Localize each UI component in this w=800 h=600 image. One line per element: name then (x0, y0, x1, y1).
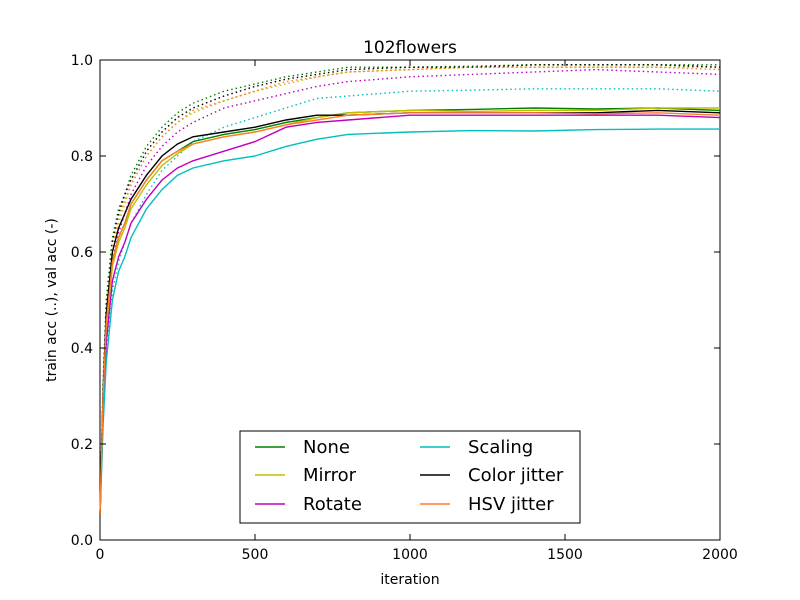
val-line-rotate (99, 114, 721, 517)
y-axis-label: train acc (..), val acc (-) (44, 218, 60, 382)
train-line-none (99, 64, 720, 517)
series-layer (99, 64, 721, 517)
x-tick-label: 1000 (392, 547, 428, 563)
y-tick-label: 1.0 (71, 53, 93, 69)
x-tick-label: 1500 (547, 547, 583, 563)
x-tick-label: 500 (242, 547, 269, 563)
y-tick-label: 0.0 (71, 533, 93, 549)
legend-label-color-jitter: Color jitter (468, 465, 564, 486)
legend-box (239, 430, 581, 524)
x-tick-label: 2000 (702, 547, 738, 563)
legend-label-none: None (303, 437, 350, 458)
train-line-hsv-jitter (99, 66, 721, 517)
legend: None Mirror Rotate Scaling Color jitter HSV j… (239, 430, 581, 524)
val-line-hsv-jitter (99, 112, 721, 517)
legend-label-scaling: Scaling (468, 437, 533, 458)
y-tick-label: 0.6 (71, 245, 93, 261)
x-tick-label: 0 (96, 547, 105, 563)
y-tick-label: 0.2 (71, 437, 93, 453)
y-tick-label: 0.4 (71, 341, 93, 357)
legend-label-mirror: Mirror (303, 465, 357, 486)
legend-label-hsv-jitter: HSV jitter (468, 494, 554, 515)
chart-title: 102flowers (363, 38, 457, 58)
legend-label-rotate: Rotate (303, 494, 362, 515)
train-line-color-jitter (99, 64, 721, 517)
val-line-scaling (99, 128, 720, 517)
x-axis-label: iteration (380, 572, 439, 588)
y-tick-label: 0.8 (71, 149, 93, 165)
ticks-layer: 0 500 1000 1500 2000 0.0 0.2 0.4 0.6 0.8 1.0 (71, 53, 738, 563)
